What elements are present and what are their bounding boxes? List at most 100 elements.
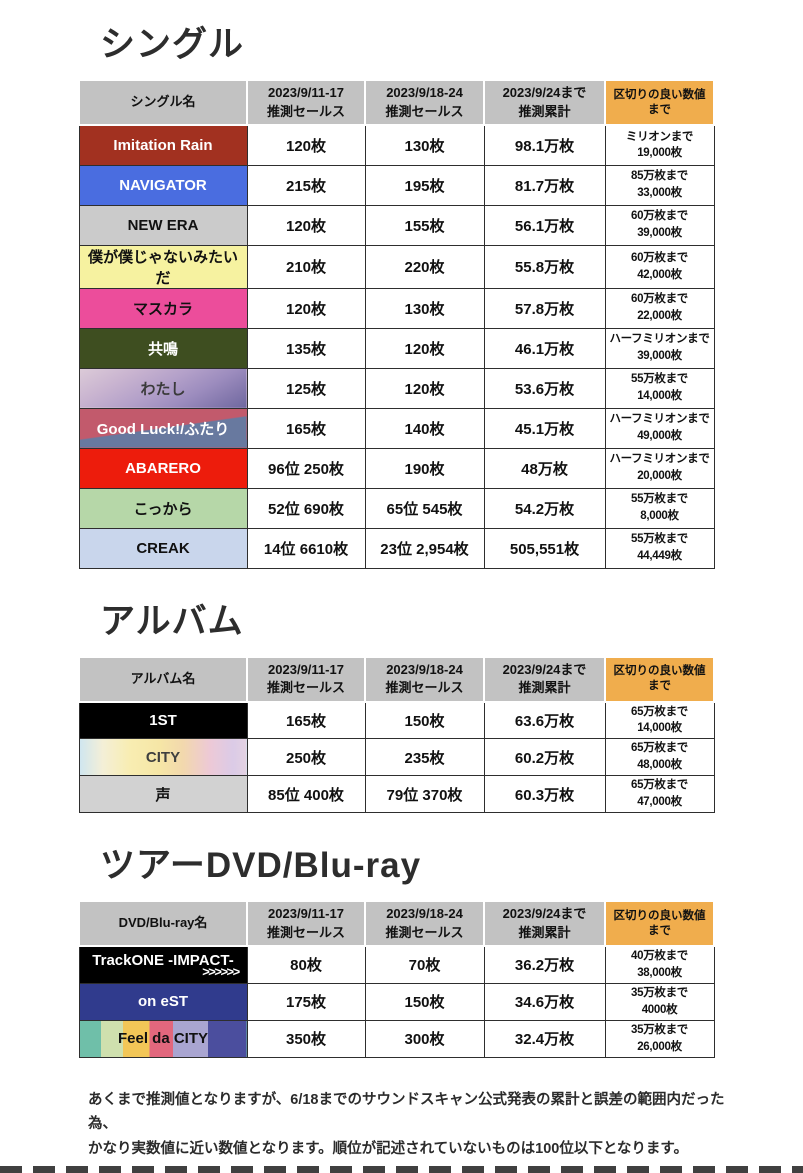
table-row: Feel da CITY 350枚 300枚 32.4万枚 35万枚まで 26,000枚 — [78, 1019, 715, 1058]
albums-header-row: アルバム名 2023/9/11-17 推測セールス 2023/9/18-24 推測セ… — [78, 655, 715, 703]
item-name-cell: 共鳴 — [78, 327, 248, 369]
name-column-header: DVD/Blu-ray名 — [78, 900, 248, 947]
item-name-cell: わたし — [78, 367, 248, 409]
milestone-cell: 40万枚まで 38,000枚 — [604, 945, 715, 984]
table-row: TrackONE -IMPACT- >>>>>> 80枚 70枚 36.2万枚 40万枚ま… — [78, 945, 715, 984]
sales-value-cell: 46.1万枚 — [483, 327, 606, 369]
item-name-label: わたし — [140, 380, 186, 398]
sales-column-header: 2023/9/24まで 推測累計 — [483, 655, 606, 703]
sales-value-cell: 57.8万枚 — [483, 287, 606, 329]
footer-note-line2: かなり実数値に近い数値となります。順位が記述されていないものは100位以下となり… — [88, 1141, 688, 1158]
sales-value-cell: 48万枚 — [483, 447, 606, 489]
sales-value-cell: 235枚 — [364, 738, 485, 776]
sales-value-cell: 120枚 — [246, 124, 366, 166]
sales-value-cell: 34.6万枚 — [483, 982, 606, 1021]
sales-value-cell: 250枚 — [246, 738, 366, 776]
table-row: 共鳴 135枚 120枚 46.1万枚 ハーフミリオンまで 39,000枚 — [78, 327, 715, 369]
sales-value-cell: 130枚 — [364, 287, 485, 329]
item-name-label: ABARERO — [125, 459, 201, 477]
sales-value-cell: 155枚 — [364, 204, 485, 246]
dvd-title: ツアーDVD/Blu-ray — [100, 846, 422, 885]
milestone-cell: ミリオンまで 19,000枚 — [604, 124, 715, 166]
milestone-column-header: 区切りの良い数値まで — [604, 79, 715, 126]
sales-value-cell: 79位 370枚 — [364, 775, 485, 813]
milestone-cell: 60万枚まで 22,000枚 — [604, 287, 715, 329]
sales-value-cell: 81.7万枚 — [483, 164, 606, 206]
item-name-cell: Imitation Rain — [78, 124, 248, 166]
sales-value-cell: 130枚 — [364, 124, 485, 166]
sales-value-cell: 52位 690枚 — [246, 487, 366, 529]
dvd-table: DVD/Blu-ray名 2023/9/11-17 推測セールス 2023/9/18… — [78, 900, 715, 1058]
table-row: 声 85位 400枚 79位 370枚 60.3万枚 65万枚まで 47,000枚 — [78, 775, 715, 813]
sales-value-cell: 63.6万枚 — [483, 701, 606, 739]
sales-column-header: 2023/9/11-17 推測セールス — [246, 900, 366, 947]
table-row: Good Luck!/ふたり 165枚 140枚 45.1万枚 ハーフミリオンまで 49… — [78, 407, 715, 449]
table-row: CITY 250枚 235枚 60.2万枚 65万枚まで 48,000枚 — [78, 738, 715, 776]
singles-header-row: シングル名 2023/9/11-17 推測セールス 2023/9/18-24 推測セ… — [78, 79, 715, 126]
milestone-cell: 55万枚まで 44,449枚 — [604, 527, 715, 569]
item-name-label: こっから — [133, 500, 193, 518]
sales-value-cell: 23位 2,954枚 — [364, 527, 485, 569]
item-name-cell: Feel da CITY — [78, 1019, 248, 1058]
milestone-cell: ハーフミリオンまで 49,000枚 — [604, 407, 715, 449]
table-row: Imitation Rain 120枚 130枚 98.1万枚 ミリオンまで 19,00… — [78, 124, 715, 166]
table-row: NAVIGATOR 215枚 195枚 81.7万枚 85万枚まで 33,000枚 — [78, 164, 715, 206]
dvd-header-row: DVD/Blu-ray名 2023/9/11-17 推測セールス 2023/9/18… — [78, 900, 715, 947]
item-name-cell: CREAK — [78, 527, 248, 569]
table-row: on eST 175枚 150枚 34.6万枚 35万枚まで 4000枚 — [78, 982, 715, 1021]
table-row: わたし 125枚 120枚 53.6万枚 55万枚まで 14,000枚 — [78, 367, 715, 409]
sales-column-header: 2023/9/18-24 推測セールス — [364, 900, 485, 947]
name-column-header: シングル名 — [78, 79, 248, 126]
item-name-label: NEW ERA — [127, 216, 199, 234]
sales-value-cell: 125枚 — [246, 367, 366, 409]
item-name-label: NAVIGATOR — [119, 176, 207, 194]
sales-value-cell: 120枚 — [364, 367, 485, 409]
milestone-cell: 60万枚まで 42,000枚 — [604, 244, 715, 289]
sales-column-header: 2023/9/24まで 推測累計 — [483, 79, 606, 126]
item-name-label: 声 — [155, 786, 171, 804]
sales-value-cell: 70枚 — [364, 945, 485, 984]
milestone-cell: 55万枚まで 8,000枚 — [604, 487, 715, 529]
item-name-cell: NAVIGATOR — [78, 164, 248, 206]
item-name-label: マスカラ — [132, 300, 193, 318]
sales-value-cell: 165枚 — [246, 701, 366, 739]
sales-value-cell: 195枚 — [364, 164, 485, 206]
milestone-cell: 55万枚まで 14,000枚 — [604, 367, 715, 409]
name-column-header: アルバム名 — [78, 655, 248, 703]
sales-value-cell: 80枚 — [246, 945, 366, 984]
sales-column-header: 2023/9/11-17 推測セールス — [246, 655, 366, 703]
singles-title: シングル — [100, 25, 245, 64]
sales-value-cell: 85位 400枚 — [246, 775, 366, 813]
item-name-cell: Good Luck!/ふたり — [78, 407, 248, 449]
table-row: 僕が僕じゃないみたいだ 210枚 220枚 55.8万枚 60万枚まで 42,000枚 — [78, 244, 715, 289]
sales-value-cell: 60.3万枚 — [483, 775, 606, 813]
sales-value-cell: 45.1万枚 — [483, 407, 606, 449]
section-albums: アルバム アルバム名 2023/9/11-17 推測セールス 2023/9/18-2… — [78, 601, 803, 813]
item-name-cell: 1ST — [78, 701, 248, 739]
sales-value-cell: 140枚 — [364, 407, 485, 449]
sales-value-cell: 54.2万枚 — [483, 487, 606, 529]
sales-value-cell: 96位 250枚 — [246, 447, 366, 489]
sales-value-cell: 60.2万枚 — [483, 738, 606, 776]
sales-value-cell: 190枚 — [364, 447, 485, 489]
section-dvd: ツアーDVD/Blu-ray DVD/Blu-ray名 2023/9/11-17 … — [78, 845, 803, 1058]
item-name-cell: 声 — [78, 775, 248, 813]
sales-value-cell: 36.2万枚 — [483, 945, 606, 984]
albums-title: アルバム — [100, 601, 244, 641]
sales-value-cell: 56.1万枚 — [483, 204, 606, 246]
item-name-label: TrackONE -IMPACT- — [92, 951, 234, 969]
milestone-column-header: 区切りの良い数値まで — [604, 655, 715, 703]
sales-column-header: 2023/9/18-24 推測セールス — [364, 655, 485, 703]
sales-value-cell: 165枚 — [246, 407, 366, 449]
table-row: こっから 52位 690枚 65位 545枚 54.2万枚 55万枚まで 8,000枚 — [78, 487, 715, 529]
sales-column-header: 2023/9/18-24 推測セールス — [364, 79, 485, 126]
albums-table: アルバム名 2023/9/11-17 推測セールス 2023/9/18-24 推測セ… — [78, 655, 715, 813]
sales-value-cell: 220枚 — [364, 244, 485, 289]
section-singles: シングル シングル名 2023/9/11-17 推測セールス 2023/9/18-2… — [78, 24, 803, 569]
sales-value-cell: 65位 545枚 — [364, 487, 485, 529]
table-row: CREAK 14位 6610枚 23位 2,954枚 505,551枚 55万枚まで 4… — [78, 527, 715, 569]
milestone-cell: 65万枚まで 14,000枚 — [604, 701, 715, 739]
sales-value-cell: 14位 6610枚 — [246, 527, 366, 569]
milestone-cell: 35万枚まで 26,000枚 — [604, 1019, 715, 1058]
footer-note-line1: あくまで推測値となりますが、6/18までのサウンドスキャン公式発表の累計と誤差の… — [88, 1091, 725, 1133]
